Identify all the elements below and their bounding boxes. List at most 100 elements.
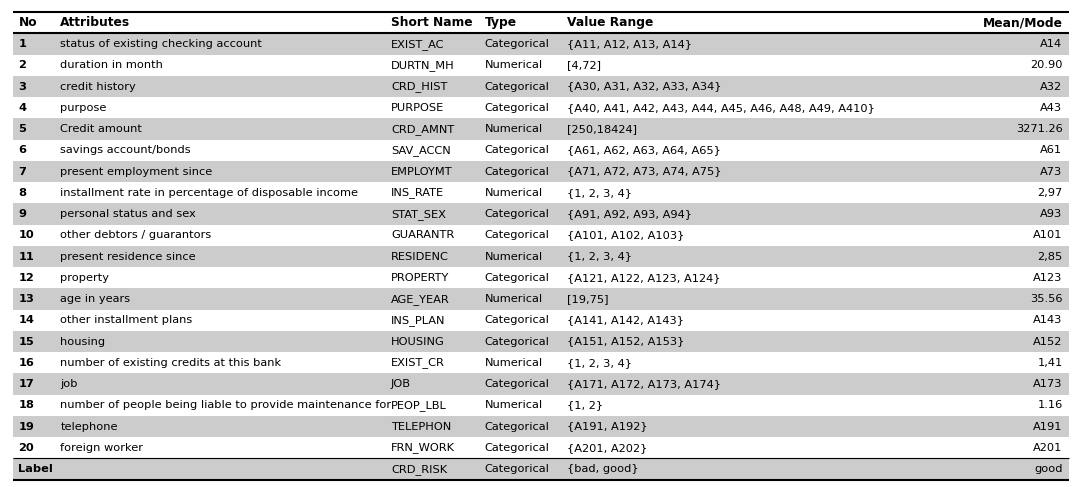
Text: {1, 2, 3, 4}: {1, 2, 3, 4}: [567, 252, 632, 262]
Text: property: property: [61, 273, 109, 283]
Text: EMPLOYMT: EMPLOYMT: [391, 167, 452, 177]
Bar: [13, 204, 1069, 225]
Text: A73: A73: [1040, 167, 1063, 177]
Text: A14: A14: [1041, 39, 1063, 49]
Text: number of people being liable to provide maintenance for: number of people being liable to provide…: [61, 400, 392, 411]
Bar: [13, 76, 1069, 97]
Text: Label: Label: [18, 464, 53, 474]
Bar: [13, 12, 1069, 34]
Text: A101: A101: [1033, 230, 1063, 240]
Text: 1,41: 1,41: [1038, 358, 1063, 368]
Text: [19,75]: [19,75]: [567, 294, 609, 304]
Text: 2,85: 2,85: [1038, 252, 1063, 262]
Text: other installment plans: other installment plans: [61, 315, 193, 325]
Text: 11: 11: [18, 252, 35, 262]
Text: STAT_SEX: STAT_SEX: [391, 208, 446, 220]
Text: 3271.26: 3271.26: [1016, 124, 1063, 134]
Text: present employment since: present employment since: [61, 167, 212, 177]
Text: {A30, A31, A32, A33, A34}: {A30, A31, A32, A33, A34}: [567, 81, 722, 92]
Text: Categorical: Categorical: [485, 103, 550, 113]
Bar: [13, 97, 1069, 118]
Bar: [13, 352, 1069, 374]
Text: PEOP_LBL: PEOP_LBL: [391, 400, 447, 411]
Text: {A91, A92, A93, A94}: {A91, A92, A93, A94}: [567, 209, 692, 219]
Text: Categorical: Categorical: [485, 230, 550, 240]
Text: Categorical: Categorical: [485, 81, 550, 92]
Text: Categorical: Categorical: [485, 464, 550, 474]
Text: Numerical: Numerical: [485, 188, 543, 198]
Text: Categorical: Categorical: [485, 379, 550, 389]
Text: Categorical: Categorical: [485, 39, 550, 49]
Text: 3: 3: [18, 81, 26, 92]
Bar: [13, 140, 1069, 161]
Text: {1, 2, 3, 4}: {1, 2, 3, 4}: [567, 358, 632, 368]
Bar: [13, 55, 1069, 76]
Text: Categorical: Categorical: [485, 443, 550, 453]
Text: 13: 13: [18, 294, 35, 304]
Text: PURPOSE: PURPOSE: [391, 103, 445, 113]
Text: Mean/Mode: Mean/Mode: [982, 16, 1063, 29]
Text: duration in month: duration in month: [61, 60, 163, 70]
Bar: [13, 267, 1069, 288]
Text: CRD_HIST: CRD_HIST: [391, 81, 447, 92]
Text: A61: A61: [1041, 145, 1063, 155]
Text: Categorical: Categorical: [485, 337, 550, 347]
Text: 17: 17: [18, 379, 35, 389]
Text: INS_PLAN: INS_PLAN: [391, 315, 446, 326]
Text: 7: 7: [18, 167, 26, 177]
Text: {1, 2}: {1, 2}: [567, 400, 604, 411]
Text: 2,97: 2,97: [1038, 188, 1063, 198]
Bar: [13, 437, 1069, 458]
Text: DURTN_MH: DURTN_MH: [391, 60, 454, 71]
Text: 9: 9: [18, 209, 26, 219]
Text: number of existing credits at this bank: number of existing credits at this bank: [61, 358, 281, 368]
Text: 6: 6: [18, 145, 26, 155]
Text: {A141, A142, A143}: {A141, A142, A143}: [567, 315, 684, 325]
Bar: [13, 161, 1069, 182]
Text: Numerical: Numerical: [485, 60, 543, 70]
Text: Numerical: Numerical: [485, 124, 543, 134]
Text: {1, 2, 3, 4}: {1, 2, 3, 4}: [567, 188, 632, 198]
Text: 1: 1: [18, 39, 26, 49]
Text: Categorical: Categorical: [485, 209, 550, 219]
Text: Short Name: Short Name: [391, 16, 473, 29]
Text: {A151, A152, A153}: {A151, A152, A153}: [567, 337, 685, 347]
Text: 19: 19: [18, 422, 35, 431]
Text: 2: 2: [18, 60, 26, 70]
Text: {A171, A172, A173, A174}: {A171, A172, A173, A174}: [567, 379, 722, 389]
Text: 4: 4: [18, 103, 26, 113]
Text: installment rate in percentage of disposable income: installment rate in percentage of dispos…: [61, 188, 358, 198]
Bar: [13, 374, 1069, 394]
Text: TELEPHON: TELEPHON: [391, 422, 451, 431]
Bar: [13, 182, 1069, 204]
Bar: [13, 310, 1069, 331]
Text: {A191, A192}: {A191, A192}: [567, 422, 648, 431]
Text: 5: 5: [18, 124, 26, 134]
Text: INS_RATE: INS_RATE: [391, 187, 444, 198]
Text: {A11, A12, A13, A14}: {A11, A12, A13, A14}: [567, 39, 692, 49]
Text: A173: A173: [1033, 379, 1063, 389]
Bar: [13, 225, 1069, 246]
Text: [250,18424]: [250,18424]: [567, 124, 637, 134]
Text: present residence since: present residence since: [61, 252, 196, 262]
Text: 8: 8: [18, 188, 26, 198]
Text: RESIDENC: RESIDENC: [391, 252, 449, 262]
Text: 18: 18: [18, 400, 35, 411]
Text: FRN_WORK: FRN_WORK: [391, 442, 456, 453]
Text: CRD_RISK: CRD_RISK: [391, 464, 447, 474]
Text: SAV_ACCN: SAV_ACCN: [391, 145, 451, 156]
Text: credit history: credit history: [61, 81, 136, 92]
Text: A191: A191: [1033, 422, 1063, 431]
Text: Attributes: Attributes: [61, 16, 131, 29]
Text: {bad, good}: {bad, good}: [567, 464, 639, 474]
Text: AGE_YEAR: AGE_YEAR: [391, 294, 450, 304]
Text: savings account/bonds: savings account/bonds: [61, 145, 190, 155]
Text: 10: 10: [18, 230, 35, 240]
Text: Categorical: Categorical: [485, 167, 550, 177]
Text: EXIST_AC: EXIST_AC: [391, 38, 445, 50]
Text: [4,72]: [4,72]: [567, 60, 602, 70]
Text: Categorical: Categorical: [485, 422, 550, 431]
Text: GUARANTR: GUARANTR: [391, 230, 454, 240]
Text: A93: A93: [1040, 209, 1063, 219]
Text: A152: A152: [1033, 337, 1063, 347]
